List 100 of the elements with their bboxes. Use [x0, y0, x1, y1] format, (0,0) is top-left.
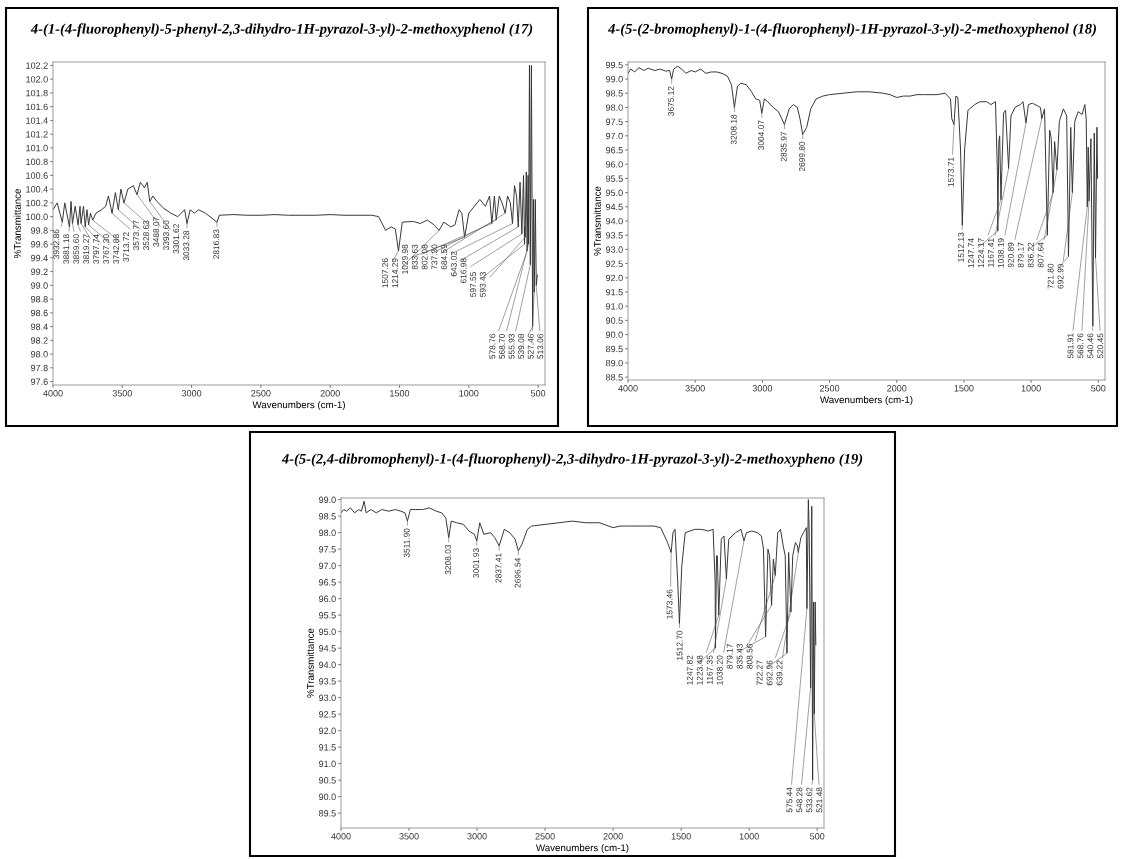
annotation: 3511.90 — [403, 528, 410, 558]
x-tick-label: 500 — [530, 390, 546, 397]
annotation: 1223.48 — [696, 655, 703, 685]
y-tick-label: 97.6 — [30, 378, 48, 385]
x-axis-title: Wavenumbers (cm-1) — [820, 396, 913, 406]
x-tick-label: 3500 — [399, 833, 419, 840]
annotation: 3528.63 — [143, 220, 150, 250]
y-tick-label: 99.0 — [30, 282, 48, 289]
annotation: 1512.70 — [676, 630, 683, 660]
annotation: 581.91 — [1067, 333, 1074, 359]
annotation: 597.55 — [470, 272, 477, 297]
annotation: 3573.77 — [133, 220, 140, 250]
y-tick-label: 95.5 — [318, 612, 336, 619]
y-tick-label: 99.5 — [605, 61, 623, 69]
y-tick-label: 90.0 — [318, 793, 336, 801]
x-axis-title: Wavenumbers (cm-1) — [252, 401, 345, 411]
annotation: 879.17 — [726, 644, 733, 669]
y-tick-label: 90.5 — [605, 317, 623, 324]
annotation: 533.62 — [806, 787, 813, 813]
annotation: 722.27 — [756, 660, 763, 686]
y-tick-label: 97.5 — [605, 118, 623, 125]
annotation: 3859.60 — [73, 234, 80, 264]
x-tick-label: 2500 — [819, 385, 840, 392]
x-tick-label: 2000 — [320, 390, 340, 397]
annotation: 3208.18 — [730, 114, 737, 145]
y-tick-label: 90.0 — [605, 331, 623, 338]
y-tick-label: 88.5 — [605, 374, 623, 381]
chart-title: 4-(5-(2,4-dibromophenyl)-1-(4-fluorophenyl)-2,3-dihydro-1H-pyrazol-3-yl)-2-methoxypheno (19) — [281, 453, 863, 467]
y-tick-label: 98.0 — [605, 104, 623, 111]
x-tick-label: 1500 — [954, 385, 974, 392]
chart-title: 4-(1-(4-fluorophenyl)-5-phenyl-2,3-dihydro-1H-pyrazol-3-yl)-2-methoxyphenol (17) — [30, 23, 533, 37]
x-tick-label: 4000 — [331, 833, 351, 840]
annotation: 521.48 — [816, 787, 823, 813]
y-tick-label: 102.2 — [26, 62, 48, 69]
annotation: 3675.12 — [667, 86, 674, 116]
annotation: 1038.19 — [997, 238, 1004, 268]
annotation: 568.76 — [1077, 333, 1084, 359]
annotation: 2699.80 — [799, 141, 805, 172]
chart-title: 4-(5-(2-bromophenyl)-1-(4-fluorophenyl)-1H-pyrazol-3-yl)-2-methoxyphenol (18) — [607, 23, 1096, 37]
annotation: 593.43 — [479, 272, 486, 297]
annotation: 835.43 — [736, 643, 743, 669]
annotation: 1029.98 — [402, 244, 408, 274]
annotation: 2835.97 — [780, 131, 787, 162]
y-tick-label: 98.0 — [318, 529, 336, 537]
x-tick-label: 1000 — [459, 390, 479, 397]
annotation: 568.70 — [499, 333, 505, 359]
y-tick-label: 96.0 — [318, 595, 336, 603]
x-tick-label: 1000 — [1021, 385, 1041, 392]
y-tick-label: 96.5 — [318, 579, 336, 586]
annotation: 808.56 — [746, 643, 753, 669]
y-tick-label: 99.4 — [30, 254, 48, 262]
annotation: 1214.29 — [392, 258, 399, 288]
x-tick-label: 1000 — [739, 833, 759, 840]
annotation: 1224.17 — [977, 238, 984, 268]
y-tick-label: 98.4 — [30, 323, 48, 330]
annotation: 836.22 — [1027, 242, 1034, 268]
annotation: 575.44 — [786, 787, 793, 813]
y-tick-label: 89.5 — [318, 810, 336, 817]
y-tick-label: 98.0 — [30, 351, 48, 358]
x-tick-label: 4000 — [618, 385, 638, 392]
annotation: 555.93 — [508, 333, 515, 359]
annotation: 3393.60 — [163, 220, 170, 250]
annotation: 1167.35 — [706, 655, 713, 685]
annotation: 737.30 — [431, 244, 438, 270]
annotation: 3881.18 — [63, 234, 70, 264]
annotation: 1507.26 — [382, 258, 389, 288]
y-tick-label: 92.5 — [318, 711, 336, 718]
y-tick-label: 91.0 — [605, 303, 623, 310]
annotation: 1247.74 — [967, 238, 974, 268]
y-tick-label: 96.0 — [605, 161, 623, 168]
y-tick-label: 91.5 — [318, 744, 336, 751]
y-tick-label: 101.2 — [26, 131, 48, 138]
y-tick-label: 89.0 — [605, 359, 623, 367]
y-tick-label: 93.5 — [318, 678, 336, 685]
annotation: 2837.41 — [495, 553, 502, 583]
annotation: 3742.88 — [113, 234, 120, 264]
y-tick-label: 92.5 — [605, 260, 623, 267]
annotation: 3797.74 — [93, 234, 100, 264]
annotation: 539.08 — [518, 333, 525, 359]
annotation: 3932.86 — [53, 229, 60, 259]
x-axis-title: Wavenumbers (cm-1) — [536, 844, 629, 854]
y-tick-label: 91.0 — [318, 760, 336, 768]
annotation: 1038.20 — [716, 655, 723, 685]
annotation: 3301.62 — [173, 224, 180, 254]
annotation: 3819.27 — [83, 234, 90, 264]
y-tick-label: 97.5 — [318, 546, 336, 553]
x-tick-label: 500 — [810, 833, 825, 840]
annotation: 548.28 — [796, 787, 803, 813]
y-tick-label: 100.6 — [26, 172, 48, 179]
annotation: 807.64 — [1037, 242, 1044, 268]
y-tick-label: 99.0 — [605, 76, 623, 83]
annotation: 643.02 — [450, 251, 457, 277]
y-tick-label: 101.4 — [26, 117, 48, 124]
x-tick-label: 500 — [1091, 385, 1106, 392]
annotation: 3488.07 — [153, 217, 160, 247]
annotation: 833.63 — [411, 244, 418, 270]
x-tick-label: 1500 — [390, 390, 410, 397]
y-tick-label: 98.5 — [318, 513, 336, 520]
y-tick-label: 100.0 — [26, 213, 48, 220]
x-tick-label: 3000 — [181, 390, 202, 397]
